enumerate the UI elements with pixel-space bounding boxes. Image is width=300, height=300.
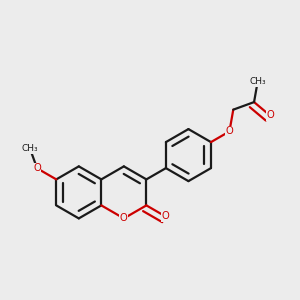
Text: O: O [120,213,128,224]
Text: CH₃: CH₃ [249,77,266,86]
Text: O: O [266,110,274,121]
Text: O: O [33,163,41,173]
Text: O: O [162,212,170,221]
Text: CH₃: CH₃ [22,144,38,153]
Text: O: O [226,126,233,136]
